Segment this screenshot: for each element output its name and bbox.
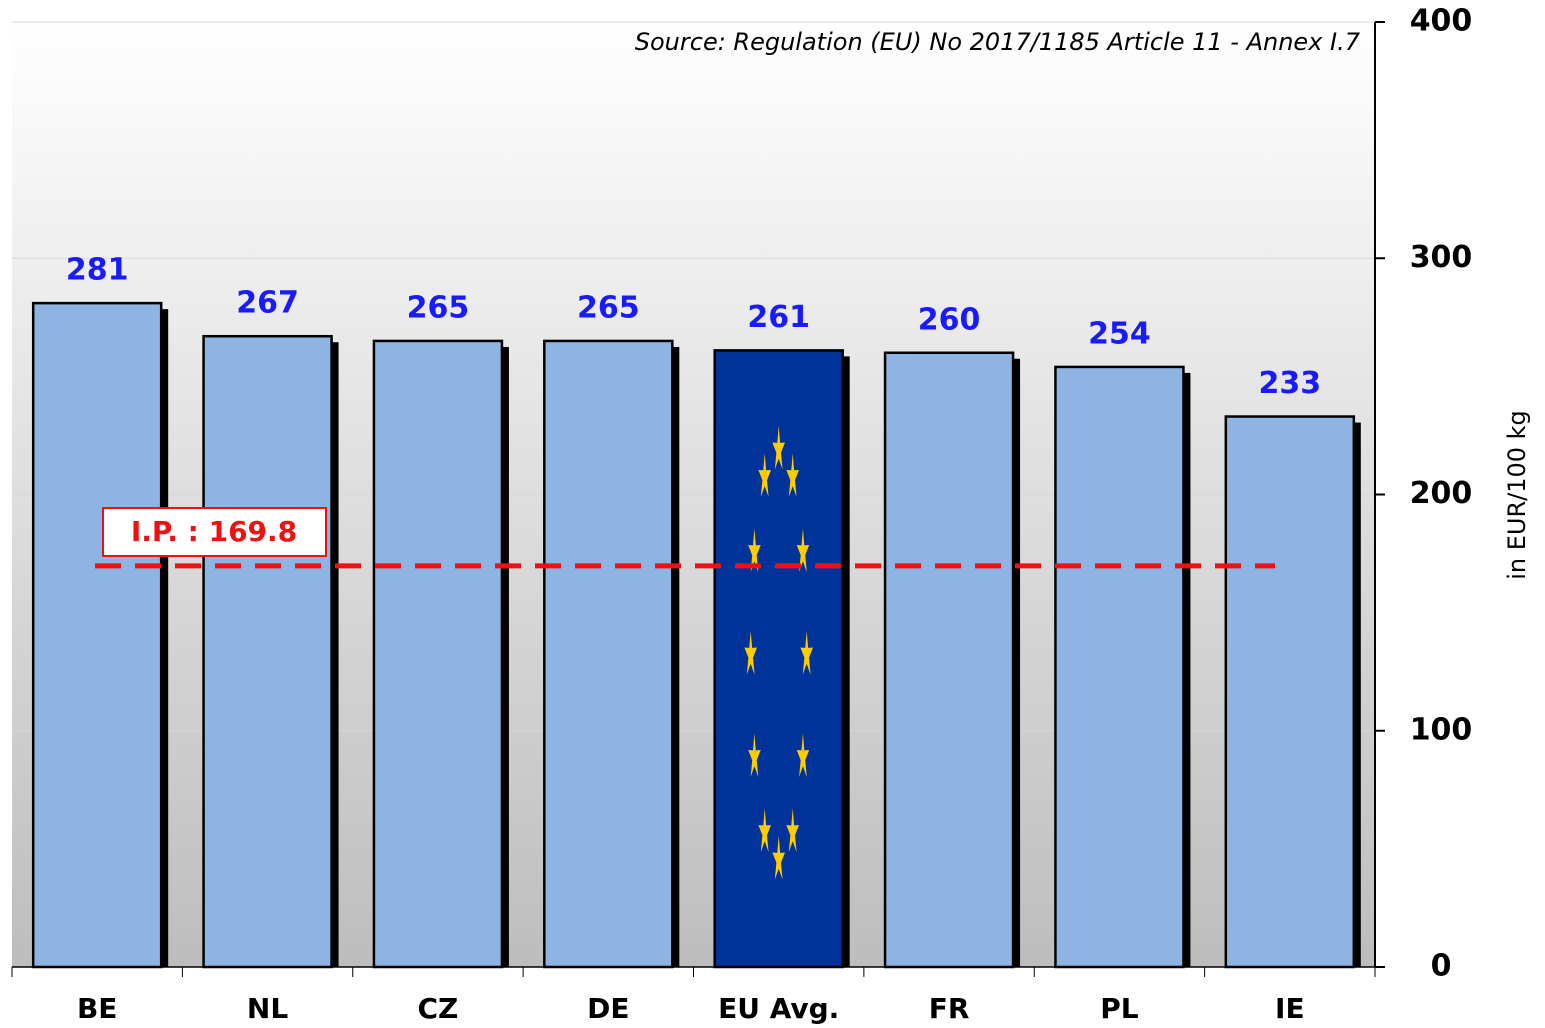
eu-star (772, 835, 785, 880)
eu-star (800, 630, 813, 675)
eu-star (748, 528, 761, 573)
x-tick-label: NL (247, 992, 288, 1025)
reference-label-box (102, 507, 327, 557)
eu-star (748, 733, 761, 778)
value-label: 265 (577, 290, 640, 325)
bar (372, 339, 504, 969)
eu-star (786, 808, 799, 853)
eu-star (772, 425, 785, 470)
value-label: 254 (1088, 316, 1151, 351)
y-tick-label: 200 (1410, 476, 1473, 511)
x-tick-label: DE (587, 992, 629, 1025)
x-tick-label: CZ (418, 992, 459, 1025)
value-label: 265 (407, 290, 470, 325)
bar (202, 334, 333, 969)
bar (1224, 415, 1356, 969)
x-tick-label: BE (77, 992, 117, 1025)
x-tick-label: PL (1100, 992, 1139, 1025)
bar (883, 351, 1015, 969)
y-tick-label: 300 (1410, 240, 1473, 275)
value-label: 261 (747, 300, 810, 335)
bar (1054, 365, 1185, 969)
y-tick-label: 100 (1410, 712, 1473, 747)
eu-star (796, 528, 810, 573)
value-label: 281 (66, 253, 129, 288)
x-tick-label: EU Avg. (718, 992, 839, 1025)
reference-label: I.P. : 169.8 (131, 515, 297, 548)
value-label: 260 (918, 302, 981, 337)
eu-star (796, 733, 810, 778)
eu-star (744, 630, 757, 675)
bar (31, 301, 163, 969)
y-axis-label: in EUR/100 kg (1503, 410, 1531, 580)
x-tick-label: IE (1275, 992, 1305, 1025)
y-tick-label: 0 (1431, 949, 1452, 984)
source-note: Source: Regulation (EU) No 2017/1185 Art… (635, 28, 1361, 56)
eu-star (758, 453, 771, 497)
eu-star (786, 453, 799, 497)
eu-star (758, 808, 771, 853)
value-label: 267 (236, 286, 299, 321)
value-label: 233 (1259, 366, 1322, 401)
x-tick-label: FR (929, 992, 970, 1025)
y-tick-label: 400 (1410, 4, 1473, 39)
bar (543, 339, 674, 969)
